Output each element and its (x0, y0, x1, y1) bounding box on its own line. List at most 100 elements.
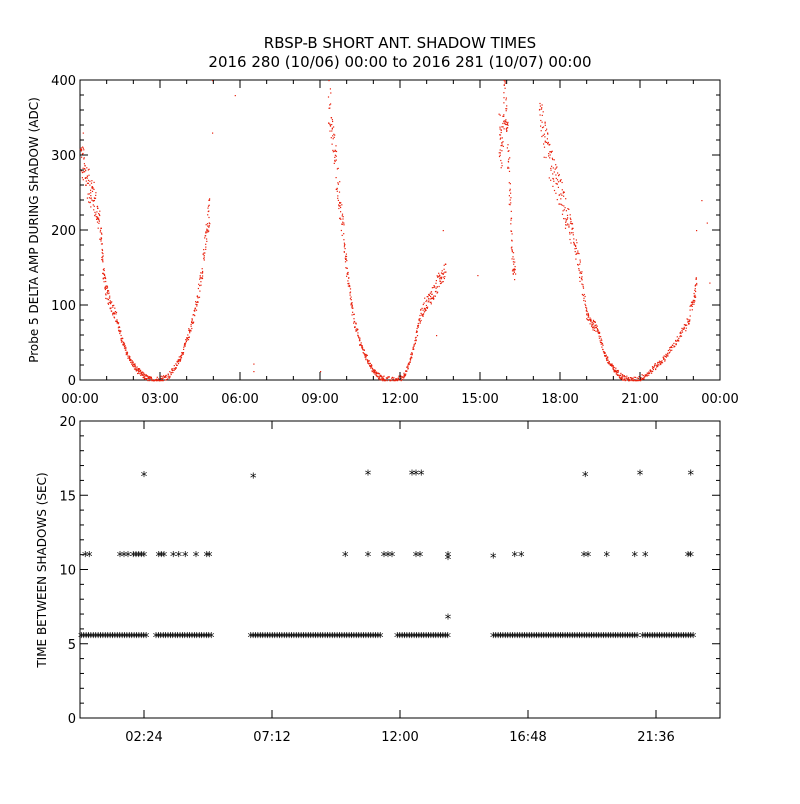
baseline-point: * (85, 631, 92, 646)
data-point (167, 376, 169, 378)
data-point (409, 359, 412, 361)
data-point (173, 365, 175, 367)
data-point (132, 365, 134, 367)
data-point (513, 263, 515, 265)
data-point (685, 324, 687, 326)
chart-title-line2: 2016 280 (10/06) 00:00 to 2016 281 (10/0… (208, 53, 591, 71)
data-point (641, 374, 643, 376)
data-point (80, 147, 82, 149)
baseline-point: * (271, 631, 278, 646)
baseline-point: * (550, 631, 557, 646)
data-point (387, 377, 389, 379)
outlier-point (706, 222, 708, 224)
data-point (683, 324, 685, 326)
data-point (443, 277, 445, 280)
data-point (638, 376, 640, 378)
data-point: * (637, 469, 644, 484)
data-point (102, 269, 104, 271)
data-point (367, 362, 369, 364)
data-point (413, 348, 415, 350)
data-point: * (86, 550, 93, 565)
data-point (607, 362, 609, 364)
baseline-point: * (552, 631, 559, 646)
data-point (685, 327, 687, 329)
data-point (111, 310, 113, 312)
data-point (148, 376, 150, 378)
data-point (658, 360, 661, 362)
data-point (570, 218, 572, 220)
data-point (348, 283, 350, 285)
baseline-point: * (336, 631, 343, 646)
data-point (94, 214, 96, 216)
baseline-point: * (502, 631, 509, 646)
data-point (420, 308, 422, 311)
data-point (544, 121, 546, 123)
data-point (510, 247, 512, 249)
baseline-point: * (418, 631, 425, 646)
data-point (123, 347, 126, 349)
data-point (381, 379, 383, 381)
data-point (633, 380, 635, 382)
baseline-point: * (274, 631, 281, 646)
data-point (126, 351, 128, 353)
data-point (512, 261, 514, 263)
data-point (199, 276, 201, 278)
baseline-point: * (642, 631, 649, 646)
data-point (381, 375, 383, 378)
data-point (357, 328, 359, 330)
data-point (600, 338, 602, 340)
data-point (541, 107, 543, 109)
data-point (420, 312, 422, 314)
data-point (372, 369, 374, 371)
data-point (171, 372, 173, 374)
data-point (169, 376, 171, 378)
data-point (364, 355, 366, 357)
data-point (438, 272, 440, 274)
data-point (671, 349, 673, 351)
data-point (426, 296, 428, 298)
data-point (90, 197, 92, 199)
data-point (426, 307, 428, 309)
data-point (119, 330, 121, 332)
data-point (201, 277, 204, 280)
data-point (543, 133, 545, 135)
data-point (667, 355, 669, 357)
data-point (96, 218, 98, 220)
data-point (573, 241, 575, 243)
data-point (194, 308, 196, 310)
data-point (351, 305, 353, 307)
data-point (88, 174, 90, 176)
data-point (599, 341, 602, 343)
data-point (612, 365, 614, 367)
data-point (340, 229, 342, 232)
baseline-point: * (201, 631, 208, 646)
data-point (570, 220, 572, 223)
baseline-point: * (138, 631, 145, 646)
data-point (503, 84, 505, 86)
data-point (628, 380, 630, 382)
data-point (513, 269, 515, 271)
data-point (201, 277, 203, 279)
data-point (616, 372, 618, 374)
data-point (571, 227, 573, 229)
data-point: * (445, 553, 452, 568)
data-point (563, 205, 565, 207)
data-point (430, 291, 433, 293)
data-point (642, 378, 644, 380)
data-point (119, 331, 121, 333)
data-point (142, 373, 144, 375)
data-point (507, 166, 509, 168)
data-point: * (585, 550, 592, 565)
data-point (178, 356, 180, 358)
data-point (92, 200, 94, 202)
data-point (613, 371, 615, 373)
data-point (153, 380, 155, 382)
data-point: * (82, 550, 89, 565)
data-point (419, 318, 421, 320)
baseline-point: * (315, 631, 322, 646)
data-point (506, 123, 508, 125)
baseline-point: * (143, 631, 150, 646)
data-point (407, 367, 409, 370)
top-x-tick-label: 15:00 (461, 392, 498, 407)
data-point (101, 249, 104, 252)
